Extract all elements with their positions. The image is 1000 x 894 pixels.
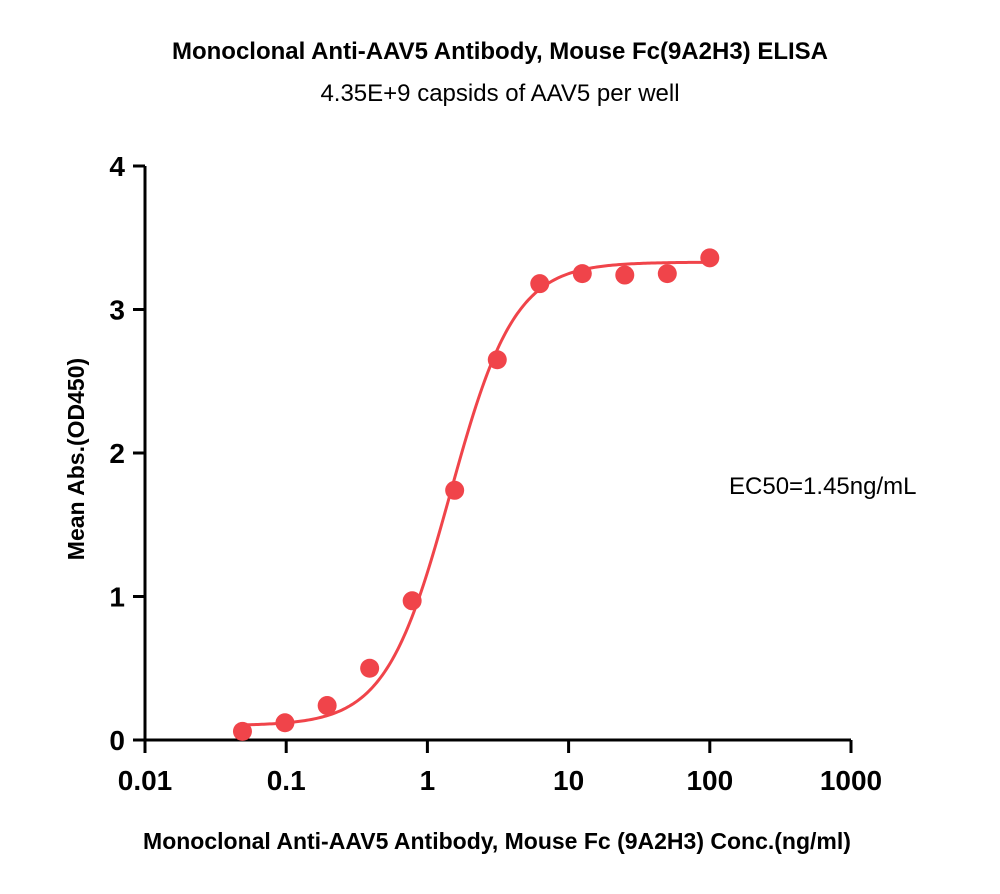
y-tick-label: 2 — [109, 438, 125, 469]
data-point — [615, 265, 635, 285]
data-point — [275, 713, 295, 733]
data-point — [402, 591, 422, 611]
y-tick-label: 4 — [109, 151, 125, 182]
y-tick-label: 3 — [109, 295, 125, 326]
y-tick-label: 0 — [109, 725, 125, 756]
data-point — [317, 696, 337, 716]
data-point — [487, 350, 507, 370]
data-point — [530, 274, 550, 294]
data-point — [445, 480, 465, 500]
fit-curve — [242, 260, 710, 727]
x-axis-ticks: 0.01 0.1 1 10 100 1000 — [118, 740, 882, 796]
x-tick-label: 1 — [420, 765, 436, 796]
data-point — [657, 264, 677, 284]
data-point — [360, 658, 380, 678]
x-tick-label: 0.01 — [118, 765, 173, 796]
x-tick-label: 10 — [553, 765, 584, 796]
y-axis-ticks: 0 1 2 3 4 — [109, 151, 145, 756]
data-points — [232, 248, 720, 741]
data-point — [572, 264, 592, 284]
data-point — [232, 721, 252, 741]
x-tick-label: 100 — [686, 765, 733, 796]
x-tick-label: 1000 — [820, 765, 882, 796]
ec50-annotation: EC50=1.45ng/mL — [729, 473, 916, 500]
y-axis-title: Mean Abs.(OD450) — [63, 358, 89, 560]
y-tick-label: 1 — [109, 582, 125, 613]
chart-subtitle: 4.35E+9 capsids of AAV5 per well — [320, 80, 680, 107]
x-axis-title: Monoclonal Anti-AAV5 Antibody, Mouse Fc … — [143, 828, 851, 854]
x-tick-label: 0.1 — [267, 765, 306, 796]
chart-title: Monoclonal Anti-AAV5 Antibody, Mouse Fc(… — [171, 38, 828, 65]
data-point — [700, 248, 720, 268]
